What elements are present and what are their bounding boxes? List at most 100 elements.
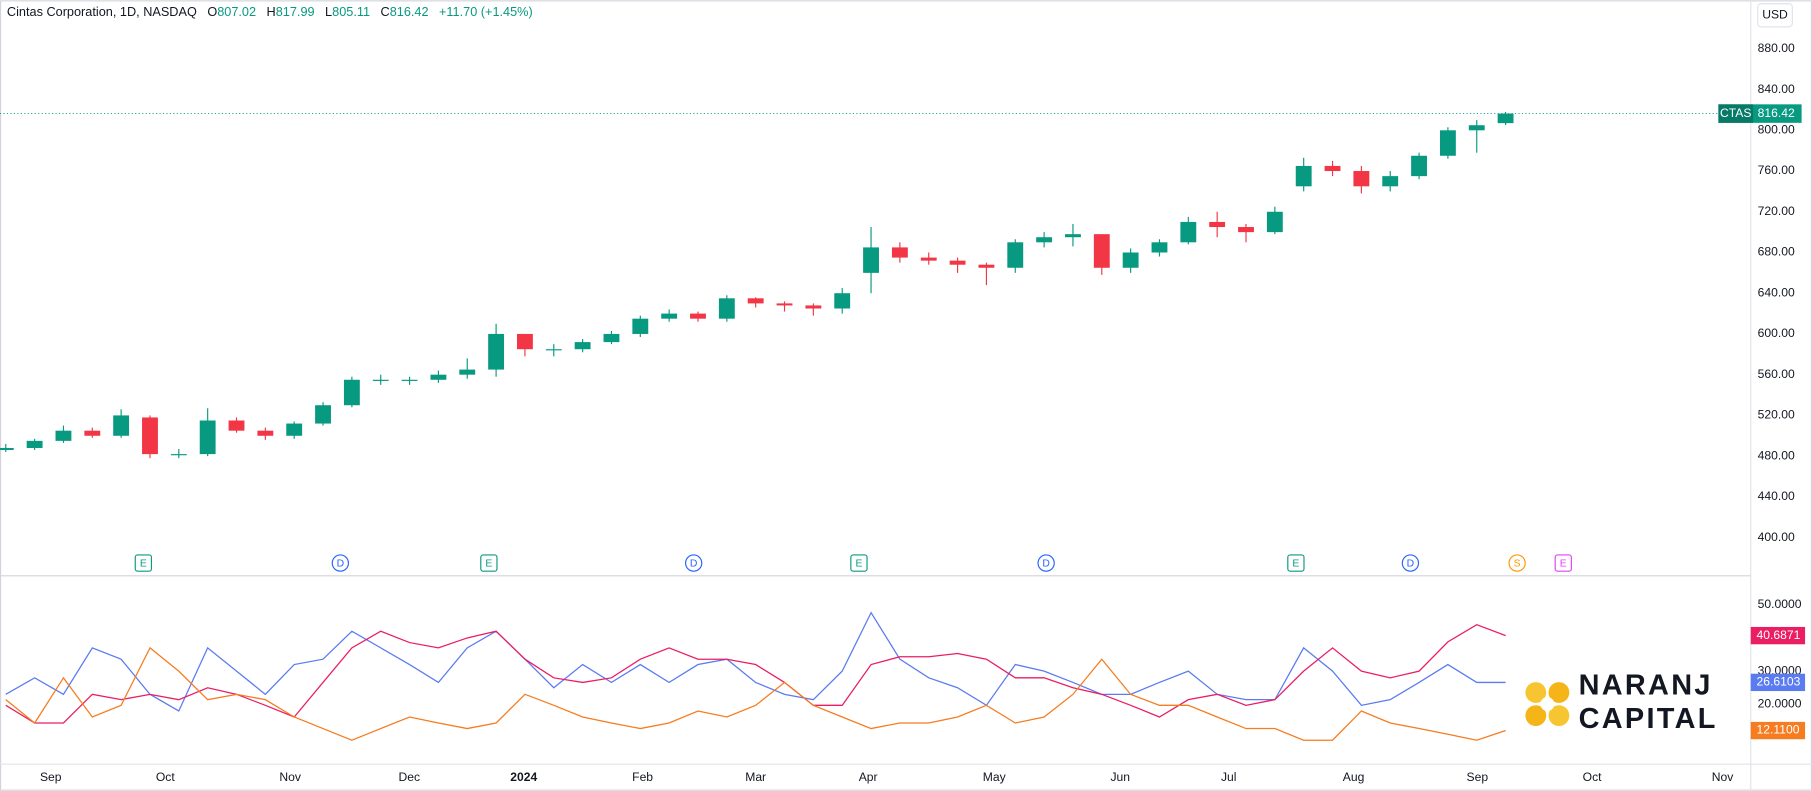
candle-body	[776, 303, 793, 306]
y-tick-label: 600.00	[1758, 326, 1795, 340]
candle-body	[488, 333, 505, 370]
y-tick-label: 440.00	[1758, 489, 1795, 503]
last-value-label: 26.6103	[1757, 675, 1801, 689]
currency[interactable]: USD	[1762, 8, 1788, 22]
candle-body	[113, 415, 130, 436]
indicator-line	[5, 646, 1506, 741]
y-tick-label: 560.00	[1758, 367, 1795, 381]
symbol-title: Cintas Corporation, 1D, NASDAQ	[7, 4, 197, 19]
logo-petal	[1548, 682, 1570, 703]
symbol-badge	[1718, 104, 1754, 123]
y-tick-label: 840.00	[1758, 82, 1795, 96]
candle-body	[142, 417, 158, 455]
candle-body	[1007, 242, 1024, 268]
candle-body	[228, 420, 245, 431]
x-tick-label: Nov	[279, 770, 301, 784]
event-label: D	[690, 558, 698, 569]
candle-body	[1382, 176, 1399, 187]
x-tick-label: Oct	[1583, 770, 1602, 784]
candle-body	[690, 313, 706, 319]
watermark-line: CAPITAL	[1579, 703, 1718, 735]
candle-body	[1411, 155, 1427, 177]
candle-body	[603, 333, 620, 343]
event-label: E	[1292, 558, 1299, 569]
candle-body	[1439, 130, 1456, 156]
y-tick-label: 880.00	[1758, 41, 1795, 55]
ohlc-label: H	[267, 4, 276, 19]
candle-body	[199, 420, 216, 455]
event-label: D	[1407, 558, 1415, 569]
candle-body	[661, 313, 678, 319]
event-marker: D	[331, 554, 350, 572]
candle-body	[257, 430, 274, 436]
indicator-line	[5, 623, 1506, 724]
y-tick-label: 480.00	[1758, 448, 1795, 462]
event-badge	[331, 554, 350, 572]
y-tick-label: 50.0000	[1758, 597, 1802, 611]
event-badge	[134, 554, 153, 572]
candle-body	[84, 430, 101, 436]
event-badge	[850, 554, 868, 572]
last-value-badge	[1750, 721, 1806, 740]
event-label: D	[337, 558, 345, 569]
last-value-label: 40.6871	[1757, 628, 1801, 642]
x-tick-label: Jul	[1221, 770, 1237, 784]
candle-body	[978, 264, 995, 268]
x-tick-label: 2024	[510, 770, 537, 784]
event-badge	[1287, 554, 1305, 572]
candle-body	[1122, 252, 1139, 268]
symbol-label: CTAS	[1720, 106, 1751, 120]
candle-body	[834, 293, 851, 309]
candle-body	[459, 369, 476, 375]
candle-body	[1065, 234, 1081, 238]
event-badge	[1401, 554, 1420, 572]
x-tick-label: Sep	[1467, 770, 1489, 784]
candle-body	[372, 379, 389, 381]
ohlc-value: 816.42	[390, 4, 429, 19]
y-tick-label: 680.00	[1758, 245, 1795, 259]
x-tick-label: Dec	[398, 770, 420, 784]
candle-body	[920, 257, 937, 261]
candle-body	[1093, 234, 1110, 268]
ohlc-label: C	[381, 4, 390, 19]
event-marker: E	[134, 554, 153, 572]
x-tick-label: Sep	[40, 770, 62, 784]
currency-button[interactable]	[1757, 3, 1793, 28]
candle-body	[401, 379, 418, 381]
candle-body	[1238, 227, 1254, 233]
watermark: NARANJ CAPITAL	[1525, 669, 1718, 735]
x-tick-label: Jun	[1110, 770, 1130, 784]
ohlc-label: L	[325, 4, 332, 19]
candle-body	[1180, 221, 1197, 243]
candle-body	[170, 454, 187, 456]
event-label: E	[140, 558, 147, 569]
last-price-label: 816.42	[1758, 106, 1795, 120]
event-marker: E	[480, 554, 498, 572]
event-marker: E	[850, 554, 868, 572]
event-badge	[685, 554, 703, 572]
candle-body	[1151, 242, 1168, 253]
candle-body	[430, 374, 447, 380]
candle-body	[747, 298, 764, 304]
event-marker: D	[685, 554, 703, 572]
candle-body	[1036, 237, 1053, 243]
event-label: E	[855, 558, 862, 569]
logo-petal	[1525, 682, 1547, 703]
candle-body	[1468, 125, 1485, 131]
last-value-badge	[1750, 673, 1806, 692]
y-tick-label: 720.00	[1758, 204, 1795, 218]
y-tick-label: 520.00	[1758, 408, 1795, 422]
candle-body	[1353, 171, 1370, 187]
x-tick-label: Feb	[632, 770, 653, 784]
candle-body	[1497, 113, 1514, 124]
candle-body	[545, 349, 562, 351]
candle-body	[343, 379, 360, 406]
event-label: D	[1042, 558, 1050, 569]
event-badge	[480, 554, 498, 572]
candle-body	[26, 440, 43, 448]
y-tick-label: 20.0000	[1758, 697, 1802, 711]
candle-body	[1266, 211, 1283, 233]
y-tick-label: 400.00	[1758, 530, 1795, 544]
